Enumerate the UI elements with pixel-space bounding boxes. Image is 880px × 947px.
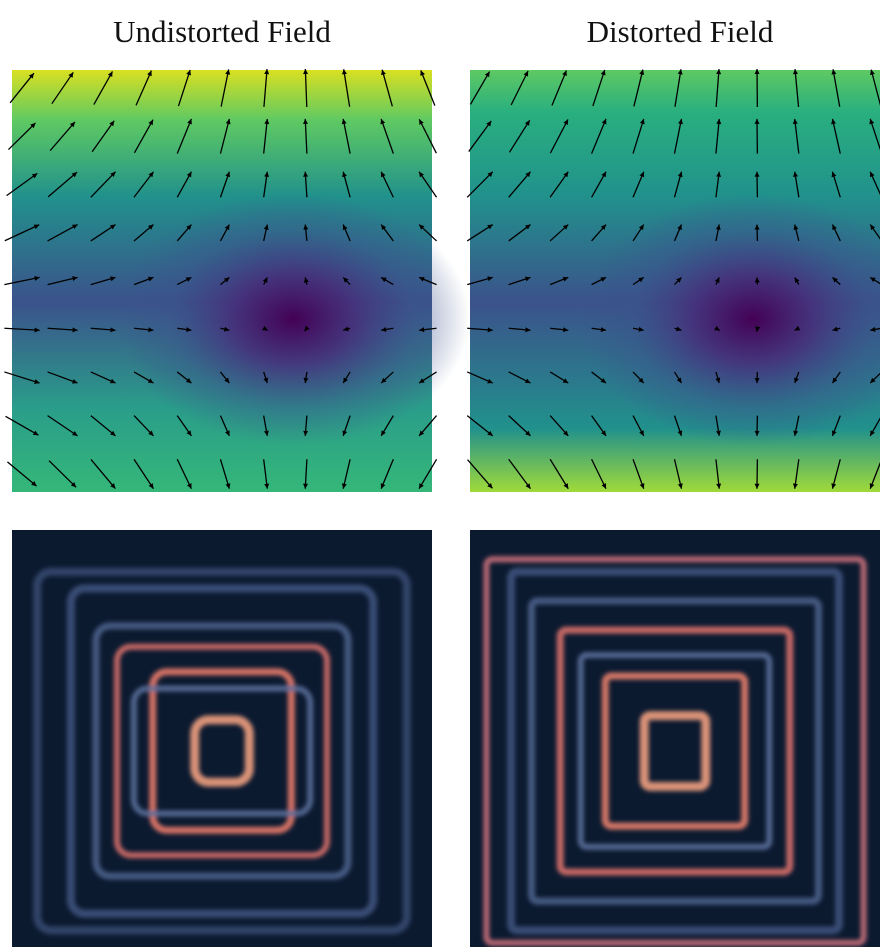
panel-title: Undistorted Field (113, 14, 331, 49)
panel-title: Distorted Field (587, 14, 774, 49)
field-minimum (117, 192, 470, 445)
figure: Undistorted Field Distorted Field (0, 0, 880, 947)
